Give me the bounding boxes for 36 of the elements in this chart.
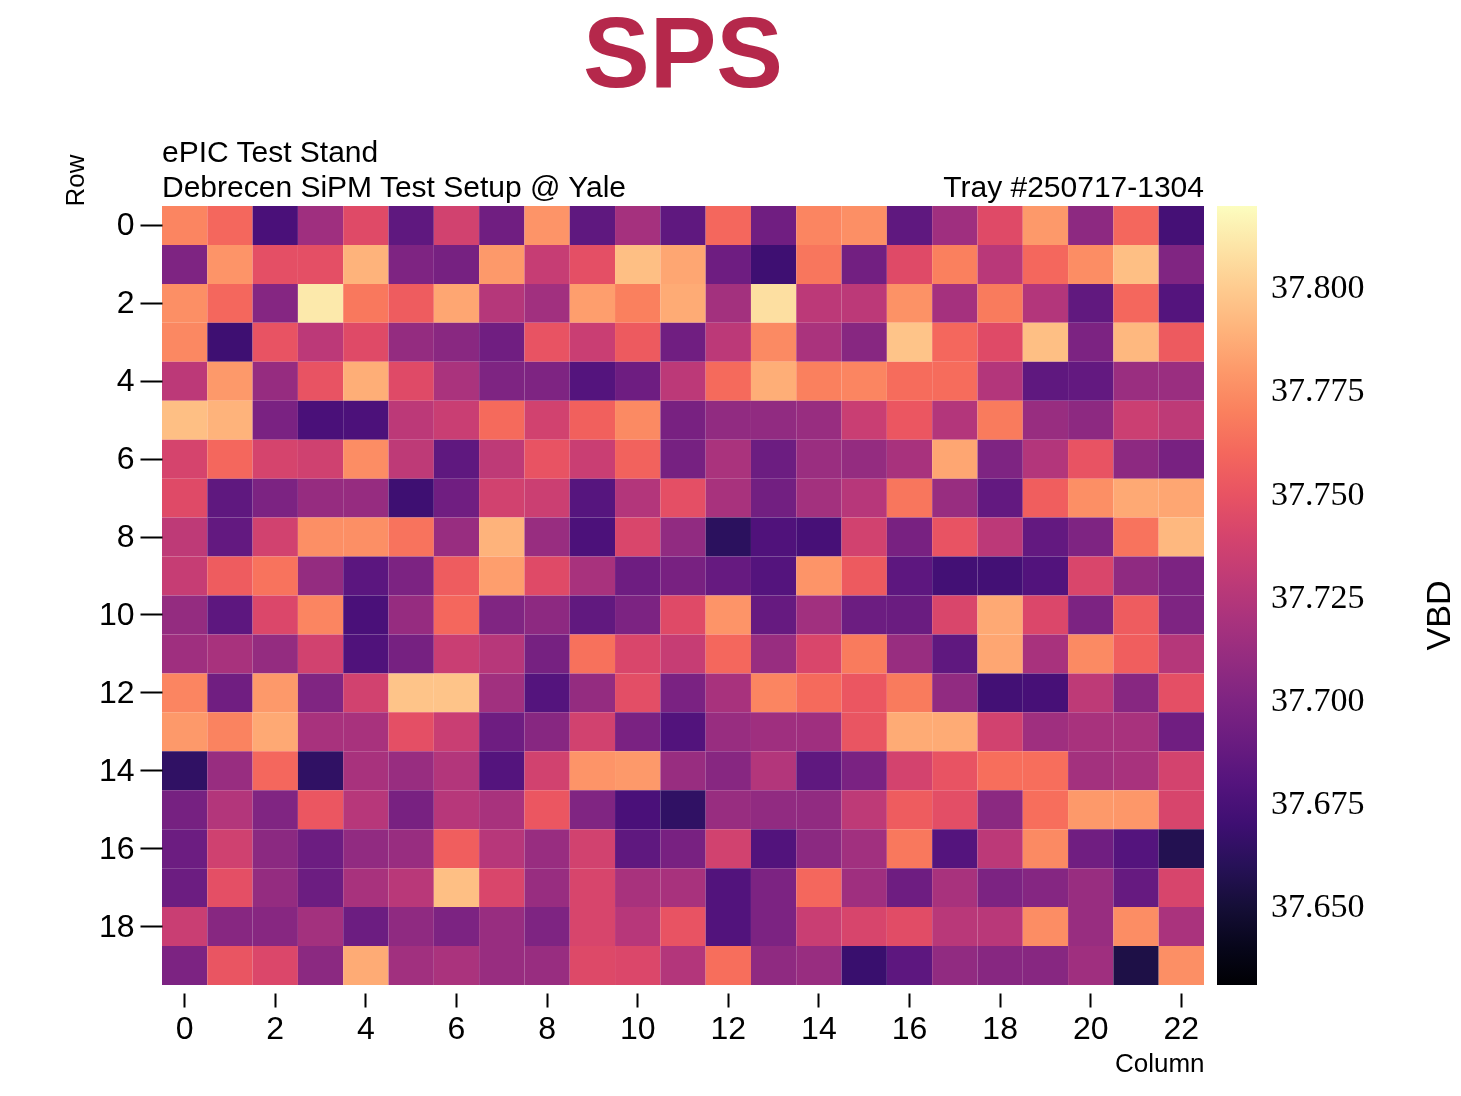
color-bar-label: 37.750 [1271,474,1365,512]
color-bar-title: VBD [1419,580,1457,651]
y-tick-label: 10 [98,595,135,632]
color-bar-label: 37.700 [1271,680,1365,718]
y-axis-title: Row [59,154,90,207]
x-tick-label: 12 [710,1009,747,1046]
x-tick-label: 10 [619,1009,656,1046]
color-bar-label: 37.775 [1271,371,1365,409]
chart-title: SPS [582,0,784,108]
x-tick-label: 22 [1163,1009,1200,1046]
y-tick-label: 2 [116,284,135,321]
x-tick-label: 2 [266,1009,285,1046]
x-tick-label: 4 [356,1009,375,1046]
y-tick-label: 4 [116,362,135,399]
x-tick-label: 0 [175,1009,194,1046]
x-axis-title: Column [1114,1047,1205,1078]
color-bar-label: 37.675 [1271,783,1365,821]
x-tick-label: 18 [982,1009,1018,1046]
text: Debrecen SiPM Test Setup @ Yale [162,170,627,203]
color-bar-label: 37.725 [1271,577,1365,615]
y-tick-label: 16 [98,829,135,866]
color-bar-label: 37.650 [1271,886,1365,924]
y-tick-label: 6 [116,440,135,477]
y-tick-label: 12 [98,673,135,710]
x-tick-label: 14 [801,1009,837,1046]
x-tick-label: 16 [891,1009,928,1046]
y-tick-label: 8 [116,518,135,555]
x-tick-label: 6 [447,1009,466,1046]
y-tick-label: 0 [116,206,135,243]
y-tick-label: 18 [98,907,135,944]
x-tick-label: 20 [1072,1009,1109,1046]
text: Tray #250717-1304 [943,170,1204,203]
x-tick-label: 8 [538,1009,556,1046]
y-tick-label: 14 [98,751,135,788]
text: ePIC Test Stand [162,135,379,168]
color-bar-label: 37.800 [1271,268,1365,306]
